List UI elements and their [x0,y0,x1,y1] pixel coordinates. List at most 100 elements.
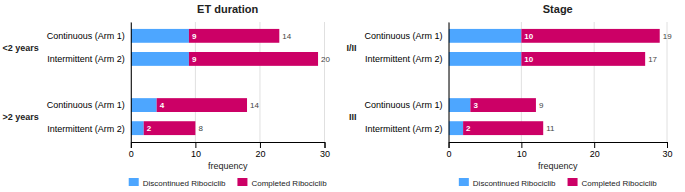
tick-label: Intermittent (Arm 2) [47,124,125,134]
tick: Continuous (Arm 1) [47,31,131,41]
tick-mark [594,142,595,148]
bar [449,121,464,135]
tick-label: 30 [662,149,672,159]
data-label: 9 [192,32,197,41]
tick-mark [449,142,450,148]
tick: 30 [320,142,330,159]
axis-line [449,143,667,149]
bar [470,98,536,112]
data-label: 2 [147,124,152,133]
legend-label: Completed Ribociclib [251,179,327,188]
title: Stage [543,3,573,15]
data-label: 20 [321,55,330,64]
bar [131,52,189,66]
data-label: 10 [524,32,533,41]
grid-line [448,22,449,142]
tick: Continuous (Arm 1) [365,31,449,41]
tick-mark [521,142,522,148]
tick-label: 0 [447,149,452,159]
bar [144,121,196,135]
tick: Continuous (Arm 1) [47,100,131,110]
legend-swatch [568,178,578,186]
bar [131,121,144,135]
bar [189,52,318,66]
bar [463,121,543,135]
data-label: 2 [466,124,471,133]
axis-line [131,23,132,143]
tick: 20 [255,142,265,159]
tick-label: Continuous (Arm 1) [47,100,125,110]
tick-label: 30 [320,149,330,159]
data-label: 9 [539,101,544,110]
data-label: 11 [546,124,555,133]
bars [131,29,318,135]
grid-line [130,22,131,142]
y-axis: Continuous (Arm 1) Intermittent (Arm 2) Co… [47,23,132,143]
tick: 0 [447,142,452,159]
panel: 10103219179110102030frequencyStageContin… [347,3,673,188]
legend-swatch [459,178,469,186]
y-axis: Continuous (Arm 1) Intermittent (Arm 2) Co… [365,23,450,143]
title: ET duration [197,3,258,15]
axis-title: frequency [208,161,248,171]
tick-mark [667,142,668,148]
tick-mark [260,142,261,148]
tick-label: Continuous (Arm 1) [365,100,443,110]
bar [449,98,471,112]
data-labels: 99421420148 [147,32,331,133]
tick-label: Intermittent (Arm 2) [365,124,443,134]
grid [449,22,667,142]
data-label: 14 [250,101,259,110]
tick-mark [131,142,132,148]
bars [449,29,660,135]
legend: Discontinued Ribociclib Completed Ribocic… [129,178,327,188]
tick-mark [195,142,196,148]
group-label: <2 years [2,43,38,53]
axis-line [449,23,450,143]
tick-label: Continuous (Arm 1) [47,31,125,41]
tick-label: 0 [129,149,134,159]
tick-label: Intermittent (Arm 2) [47,54,125,64]
tick-label: Continuous (Arm 1) [365,31,443,41]
tick-label: Intermittent (Arm 2) [365,54,443,64]
group-label: >2 years [2,112,38,122]
x-axis: 0 10 20 30 [447,142,673,159]
chart: 994214201480102030frequencyET durationCo… [0,0,685,192]
legend-swatch [237,178,247,186]
bar [131,29,189,43]
group-label: III [349,112,357,122]
data-label: 4 [160,101,165,110]
data-label: 19 [663,32,672,41]
legend-swatch [129,178,139,186]
tick: Intermittent (Arm 2) [47,124,131,134]
axis-line [131,143,325,149]
data-label: 17 [648,55,657,64]
bar [521,29,659,43]
tick-mark [325,142,326,148]
tick: 10 [517,142,527,159]
bar [449,29,522,43]
tick: Intermittent (Arm 2) [47,54,131,64]
panel: 994214201480102030frequencyET durationCo… [2,3,330,188]
grid-line [324,22,325,142]
legend: Discontinued RibociclibCompleted Ribocic… [459,178,657,188]
tick: Continuous (Arm 1) [365,100,449,110]
tick-label: 10 [517,149,527,159]
tick-label: 10 [191,149,201,159]
data-label: 3 [473,101,478,110]
bar [189,29,279,43]
legend-label: Discontinued Ribociclib [143,179,226,188]
data-labels: 1010321917911 [466,32,672,133]
legend-label: Discontinued Ribociclib [473,179,556,188]
group-label: I/II [347,43,357,53]
grid [131,22,325,142]
tick: 10 [191,142,201,159]
tick: Intermittent (Arm 2) [365,124,449,134]
bar [157,98,247,112]
x-axis: 0 10 20 30 [129,142,330,159]
data-label: 9 [192,55,197,64]
tick: 0 [129,142,134,159]
bar [449,52,522,66]
tick: 30 [662,142,672,159]
tick: 20 [590,142,600,159]
